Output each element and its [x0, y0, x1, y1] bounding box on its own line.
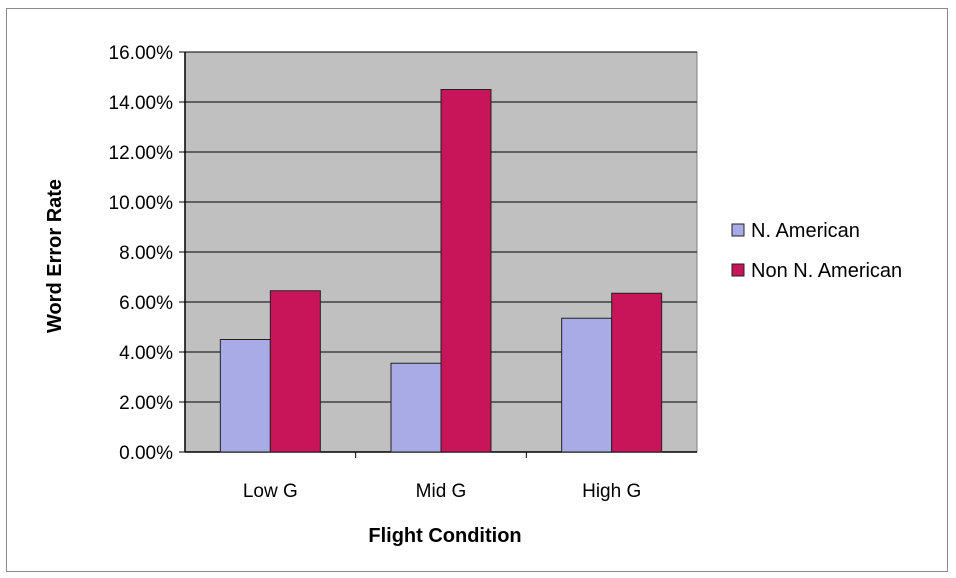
- y-tick-label: 12.00%: [109, 143, 174, 164]
- y-tick-label: 10.00%: [109, 193, 174, 214]
- legend-swatch: [731, 223, 745, 237]
- x-tick-label: Mid G: [416, 481, 467, 502]
- bar-non-n-american: [611, 292, 663, 453]
- x-axis-title: Flight Condition: [368, 525, 521, 547]
- bar-non-n-american: [269, 290, 321, 453]
- y-axis-title: Word Error Rate: [44, 179, 66, 333]
- legend-swatch: [731, 263, 745, 277]
- x-tick-label: Low G: [243, 481, 298, 502]
- y-tick-label: 2.00%: [119, 393, 173, 414]
- y-tick-label: 14.00%: [109, 93, 174, 114]
- bar-non-n-american: [440, 89, 492, 453]
- legend-label: Non N. American: [751, 260, 902, 282]
- y-tick-label: 8.00%: [119, 243, 173, 264]
- bar-n-american: [561, 317, 613, 453]
- y-tick-label: 16.00%: [109, 43, 174, 64]
- bar-n-american: [390, 362, 442, 453]
- tick-labels: 0.00% 2.00% 4.00% 6.00% 8.00% 10.00% 12.00% 14.…: [109, 43, 642, 502]
- x-tick-label: High G: [582, 481, 641, 502]
- y-tick-label: 0.00%: [119, 443, 173, 464]
- legend: N. American Non N. American: [731, 220, 902, 282]
- y-tick-label: 4.00%: [119, 343, 173, 364]
- bar-n-american: [219, 339, 271, 453]
- bars: [219, 89, 663, 453]
- y-tick-label: 6.00%: [119, 293, 173, 314]
- legend-label: N. American: [751, 220, 860, 242]
